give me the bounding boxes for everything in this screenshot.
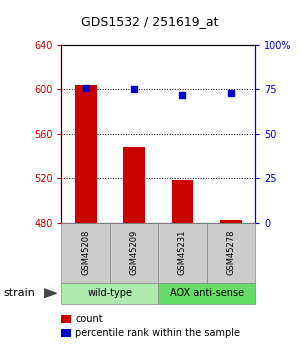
Point [83,86,88,91]
Point [132,87,136,92]
Bar [75,85,97,223]
Text: count: count [75,314,103,324]
Text: strain: strain [3,288,35,298]
Bar [123,147,145,223]
Bar [172,180,193,223]
Polygon shape [44,289,56,298]
Text: percentile rank within the sample: percentile rank within the sample [75,328,240,338]
Text: GSM45231: GSM45231 [178,230,187,275]
Text: GSM45208: GSM45208 [81,230,90,275]
Point [180,92,185,97]
Text: wild-type: wild-type [87,288,132,298]
Text: GSM45278: GSM45278 [226,230,235,275]
Text: GSM45209: GSM45209 [130,230,139,275]
Text: GDS1532 / 251619_at: GDS1532 / 251619_at [81,16,219,29]
Text: AOX anti-sense: AOX anti-sense [169,288,244,298]
Bar [220,220,242,223]
Point [228,90,233,96]
